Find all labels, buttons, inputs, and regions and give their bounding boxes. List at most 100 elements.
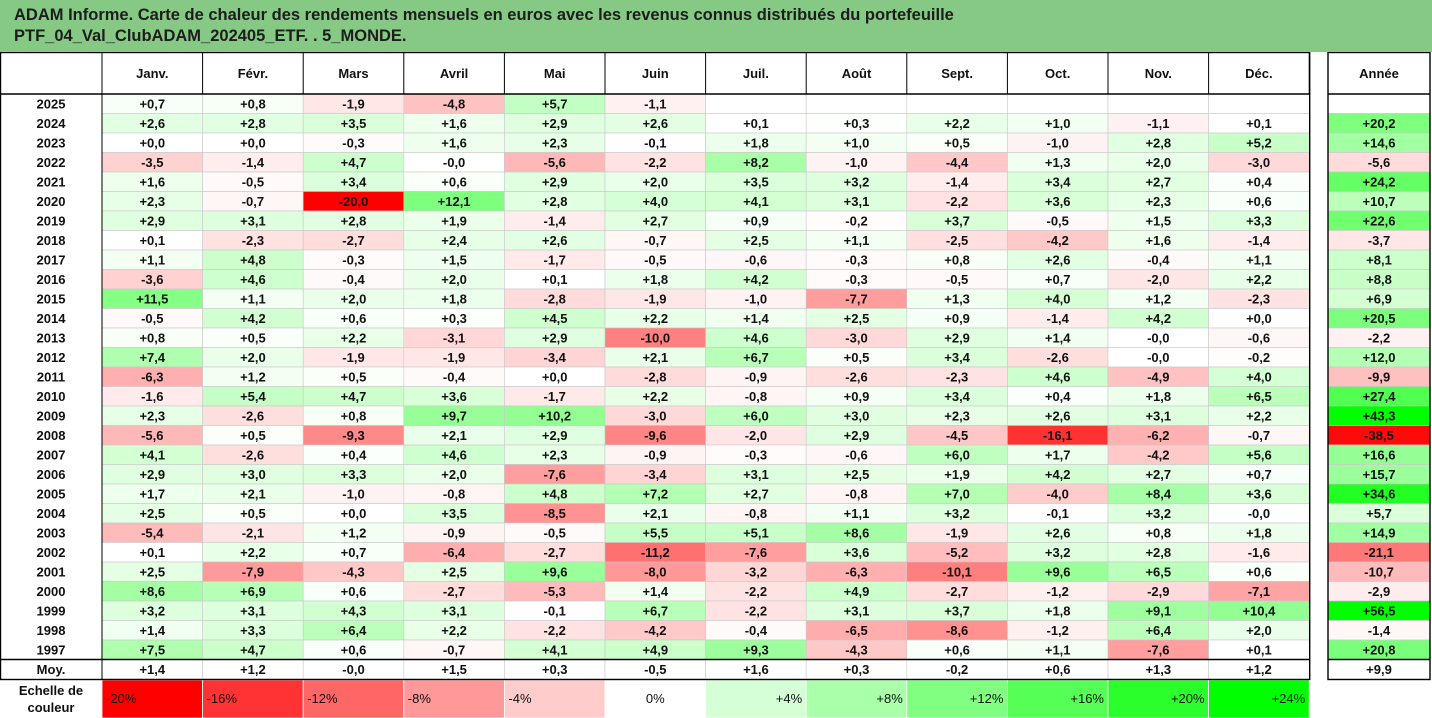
scale-label-7: +4% xyxy=(776,691,803,706)
cell-value-2003-7: +5,1 xyxy=(743,526,769,541)
cell-value-2013-2: +0,5 xyxy=(240,331,266,346)
cell-value-2022-4: -0,0 xyxy=(443,155,465,170)
cell-value-2018-1: +0,1 xyxy=(139,233,165,248)
cell-value-2012-8: +0,5 xyxy=(844,350,870,365)
annual-value-2012: +12,0 xyxy=(1363,350,1396,365)
cell-value-2021-6: +2,0 xyxy=(642,175,668,190)
column-header-8: Août xyxy=(842,66,872,81)
cell-value-2024-3: +3,5 xyxy=(341,116,367,131)
heat-cell-2025-9 xyxy=(906,93,1008,114)
annual-value-2021: +24,2 xyxy=(1363,175,1396,190)
scale-swatch-1 xyxy=(101,679,203,718)
column-header-11: Nov. xyxy=(1145,66,1172,81)
cell-value-2005-4: -0,8 xyxy=(443,487,465,502)
cell-value-2022-10: +1,3 xyxy=(1045,155,1071,170)
cell-value-1998-3: +6,4 xyxy=(341,623,367,638)
cell-value-2023-9: +0,5 xyxy=(944,136,970,151)
cell-value-2013-8: -3,0 xyxy=(845,331,867,346)
cell-value-2017-11: -0,4 xyxy=(1147,253,1170,268)
cell-value-2000-5: -5,3 xyxy=(543,584,565,599)
cell-value-2017-1: +1,1 xyxy=(139,253,165,268)
heat-cell-annual-2025 xyxy=(1327,93,1431,114)
annual-value-2011: -9,9 xyxy=(1368,370,1390,385)
cell-value-2007-10: +1,7 xyxy=(1045,448,1071,463)
cell-value-1998-4: +2,2 xyxy=(441,623,467,638)
cell-value-2021-2: -0,5 xyxy=(242,175,264,190)
annual-value-2018: -3,7 xyxy=(1368,233,1390,248)
cell-value-2011-7: -0,9 xyxy=(745,370,767,385)
cell-value-2005-10: -4,0 xyxy=(1046,487,1068,502)
row-label-1997: 1997 xyxy=(37,643,66,658)
cell-value-2022-9: -4,4 xyxy=(946,155,969,170)
cell-value-2002-12: -1,6 xyxy=(1248,545,1270,560)
cell-value-2021-10: +3,4 xyxy=(1045,175,1071,190)
row-label-2017: 2017 xyxy=(37,253,66,268)
cell-value-2018-5: +2,6 xyxy=(542,233,568,248)
cell-value-2022-1: -3,5 xyxy=(141,155,163,170)
row-label-2000: 2000 xyxy=(37,584,66,599)
cell-value-2014-3: +0,6 xyxy=(341,311,367,326)
cell-value-2019-4: +1,9 xyxy=(441,214,467,229)
cell-value-2016-7: +4,2 xyxy=(743,272,769,287)
annual-value-2005: +34,6 xyxy=(1363,487,1396,502)
column-header-10: Oct. xyxy=(1045,66,1070,81)
cell-value-2021-9: -1,4 xyxy=(946,175,969,190)
cell-value-2013-5: +2,9 xyxy=(542,331,568,346)
annual-value-2017: +8,1 xyxy=(1366,253,1392,268)
cell-value-2003-3: +1,2 xyxy=(341,526,367,541)
scale-label-5: -4% xyxy=(508,691,532,706)
cell-value-2022-6: -2,2 xyxy=(644,155,666,170)
row-label-2023: 2023 xyxy=(37,136,66,151)
cell-value-2012-5: -3,4 xyxy=(543,350,566,365)
cell-value-2023-4: +1,6 xyxy=(441,136,467,151)
cell-value-2006-1: +2,9 xyxy=(139,467,165,482)
cell-value-2009-11: +3,1 xyxy=(1145,409,1171,424)
cell-value-2022-7: +8,2 xyxy=(743,155,769,170)
cell-value-2015-10: +4,0 xyxy=(1045,292,1071,307)
cell-value-2024-6: +2,6 xyxy=(642,116,668,131)
cell-value-2019-5: -1,4 xyxy=(543,214,566,229)
cell-value-2006-2: +3,0 xyxy=(240,467,266,482)
cell-value-2004-11: +3,2 xyxy=(1145,506,1171,521)
cell-value-2010-2: +5,4 xyxy=(240,389,266,404)
average-value-7: +1,6 xyxy=(743,662,769,677)
cell-value-2002-8: +3,6 xyxy=(844,545,870,560)
cell-value-2020-1: +2,3 xyxy=(139,194,165,209)
cell-value-2009-12: +2,2 xyxy=(1246,409,1272,424)
table-border xyxy=(0,52,1311,681)
cell-value-2025-6: -1,1 xyxy=(644,97,666,112)
cell-value-2017-10: +2,6 xyxy=(1045,253,1071,268)
cell-value-2002-1: +0,1 xyxy=(139,545,165,560)
cell-value-2019-7: +0,9 xyxy=(743,214,769,229)
row-label-2003: 2003 xyxy=(37,526,66,541)
scale-swatch-8 xyxy=(805,679,908,718)
row-label-2004: 2004 xyxy=(37,506,67,521)
cell-value-1998-10: -1,2 xyxy=(1046,623,1068,638)
cell-value-2009-1: +2,3 xyxy=(139,409,165,424)
cell-value-2008-12: -0,7 xyxy=(1248,428,1270,443)
cell-value-1998-5: -2,2 xyxy=(543,623,565,638)
cell-value-2024-10: +1,0 xyxy=(1045,116,1071,131)
cell-value-1999-4: +3,1 xyxy=(441,604,467,619)
cell-value-2006-10: +4,2 xyxy=(1045,467,1071,482)
cell-value-2017-12: +1,1 xyxy=(1246,253,1272,268)
column-header-7: Juil. xyxy=(743,66,769,81)
cell-value-2007-9: +6,0 xyxy=(944,448,970,463)
annual-value-2016: +8,8 xyxy=(1366,272,1392,287)
cell-value-2010-12: +6,5 xyxy=(1246,389,1272,404)
cell-value-2013-11: -0,0 xyxy=(1147,331,1169,346)
cell-value-2019-12: +3,3 xyxy=(1246,214,1272,229)
heat-cell-2025-11 xyxy=(1107,93,1209,114)
cell-value-2018-4: +2,4 xyxy=(441,233,467,248)
cell-value-2007-4: +4,6 xyxy=(441,448,467,463)
cell-value-2022-5: -5,6 xyxy=(543,155,565,170)
cell-value-2016-10: +0,7 xyxy=(1045,272,1071,287)
cell-value-2007-7: -0,3 xyxy=(745,448,767,463)
cell-value-2018-2: -2,3 xyxy=(242,233,264,248)
cell-value-2021-7: +3,5 xyxy=(743,175,769,190)
cell-value-2016-6: +1,8 xyxy=(642,272,668,287)
cell-value-2009-6: -3,0 xyxy=(644,409,666,424)
cell-value-2021-3: +3,4 xyxy=(341,175,367,190)
cell-value-2018-3: -2,7 xyxy=(342,233,364,248)
column-header-5: Mai xyxy=(544,66,566,81)
